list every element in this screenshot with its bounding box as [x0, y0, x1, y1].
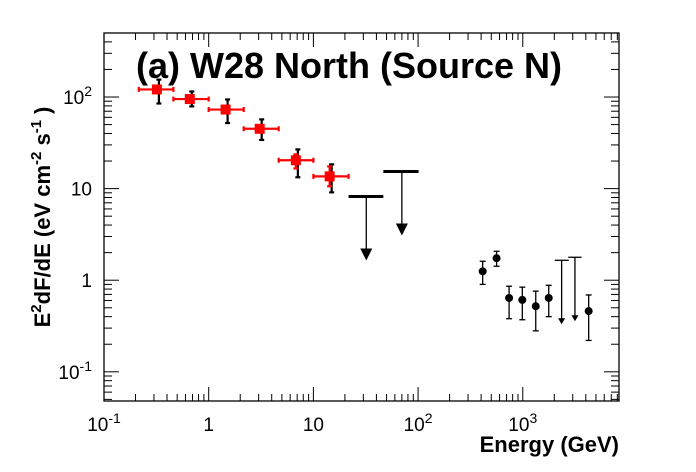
circle-marker [518, 295, 527, 304]
data-point [518, 286, 527, 321]
data-point [478, 260, 487, 286]
y-title-end: ) [30, 107, 55, 114]
x-tick-label: 1 [203, 415, 214, 436]
y-tick-label: 10-1 [58, 358, 92, 384]
plot-frame [103, 32, 620, 402]
data-point [544, 284, 553, 318]
square-marker [220, 104, 231, 115]
x-tick-label: 103 [508, 410, 537, 436]
y-tick-label: 102 [63, 83, 92, 109]
square-marker [184, 94, 195, 105]
square-marker [254, 123, 265, 134]
circle-marker [584, 307, 593, 316]
data-point [348, 195, 384, 261]
circle-marker [492, 254, 501, 263]
circle-marker [478, 267, 487, 276]
x-tick-label: 10 [303, 415, 324, 436]
y-title-base: E [30, 313, 55, 328]
circle-marker [531, 302, 540, 311]
y-tick-labels: 10-1 1 10 102 [58, 83, 92, 384]
x-axis-title: Energy (GeV) [480, 432, 619, 457]
x-tick-label: 10-1 [87, 410, 121, 436]
data-point [492, 250, 501, 267]
data-point [207, 98, 245, 125]
data-point [137, 78, 175, 105]
circle-marker [544, 293, 553, 302]
y-tick-label: 1 [81, 271, 92, 292]
data-point [312, 163, 350, 194]
y-axis-title: E2dF/dE (eV cm-2 s-1) [28, 107, 55, 328]
square-marker [324, 171, 335, 182]
y-tick-label: 10 [71, 180, 92, 201]
down-arrow-icon [395, 223, 408, 236]
y-title-mid: dF/dE (eV cm [30, 165, 55, 304]
y-title-mid2: s [30, 133, 55, 151]
data-marks [137, 78, 593, 342]
x-tick-labels: 10-1 1 10 102 103 [87, 410, 537, 436]
data-point [505, 285, 514, 320]
plot-title: (a) W28 North (Source N) [136, 45, 562, 86]
down-arrow-icon [571, 315, 579, 322]
data-point [531, 290, 540, 332]
axis-ticks [103, 32, 619, 401]
data-point [242, 118, 280, 142]
circle-marker [505, 293, 514, 302]
y-title-sup2: -2 [28, 152, 45, 165]
down-arrow-icon [360, 248, 373, 261]
x-tick-label: 102 [404, 410, 433, 436]
data-point [172, 90, 210, 108]
y-title-sup3: -1 [28, 120, 45, 133]
data-point [568, 256, 582, 322]
data-point [554, 259, 569, 325]
y-title-sup1: 2 [28, 304, 45, 312]
square-marker [290, 155, 301, 166]
data-point [383, 169, 419, 236]
square-marker [151, 84, 162, 95]
data-point [584, 294, 593, 342]
data-point [277, 148, 315, 179]
down-arrow-icon [558, 318, 566, 325]
